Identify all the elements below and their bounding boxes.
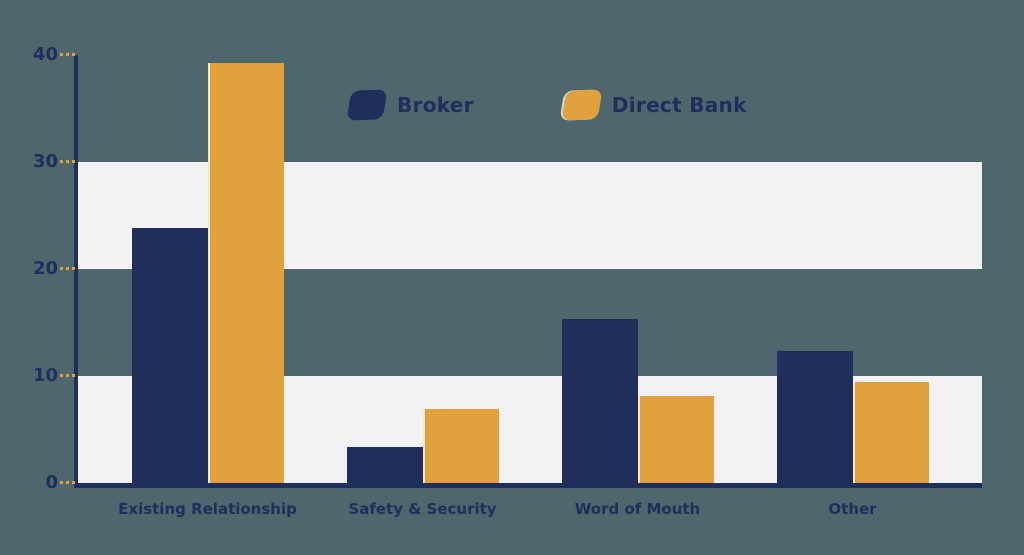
y-axis-tick-label-30: 30	[32, 151, 58, 172]
x-axis-label-safety-security: Safety & Security	[348, 500, 497, 518]
bar-broker-existing-relationship	[131, 228, 208, 483]
bar-group-existing-relationship	[100, 55, 315, 483]
x-axis-label-word-of-mouth: Word of Mouth	[574, 500, 701, 518]
y-axis-tick-mark-30	[60, 160, 75, 163]
x-axis-line	[74, 483, 982, 488]
bar-broker-safety-security	[346, 446, 423, 483]
y-axis-tick-label-0: 0	[45, 472, 58, 493]
y-axis-tick-label-10: 10	[32, 365, 58, 386]
legend-label-direct-bank: Direct Bank	[611, 93, 747, 117]
y-axis-tick-label-20: 20	[32, 258, 58, 279]
x-axis-labels: Existing Relationship Safety & Security Wo…	[78, 500, 982, 518]
bar-broker-other	[776, 351, 853, 483]
bar-broker-word-of-mouth	[561, 319, 638, 483]
x-axis-label-existing-relationship: Existing Relationship	[118, 500, 297, 518]
y-axis-tick-mark-10	[60, 374, 75, 377]
bar-group-other	[745, 55, 960, 483]
y-axis-tick-mark-0	[60, 481, 75, 484]
legend-item-direct-bank: Direct Bank	[561, 89, 747, 121]
x-axis-label-other: Other	[828, 500, 877, 518]
bar-groups	[78, 55, 982, 483]
y-axis-line	[74, 55, 78, 488]
legend-label-broker: Broker	[397, 93, 474, 117]
legend: Broker Direct Bank	[346, 89, 747, 121]
plot-area: 0 10 20 30 40 Existing Relationship Safety & …	[33, 46, 982, 518]
bar-direct-bank-existing-relationship	[207, 62, 284, 483]
bar-direct-bank-word-of-mouth	[637, 396, 714, 483]
y-axis-tick-mark-20	[60, 267, 75, 270]
y-axis-tick-mark-40	[60, 53, 75, 56]
bar-direct-bank-safety-security	[422, 409, 499, 483]
bar-direct-bank-other	[852, 382, 929, 483]
bar-group-word-of-mouth	[530, 55, 745, 483]
y-axis-tick-label-40: 40	[32, 44, 58, 65]
bar-group-safety-security	[315, 55, 530, 483]
legend-item-broker: Broker	[346, 89, 474, 121]
